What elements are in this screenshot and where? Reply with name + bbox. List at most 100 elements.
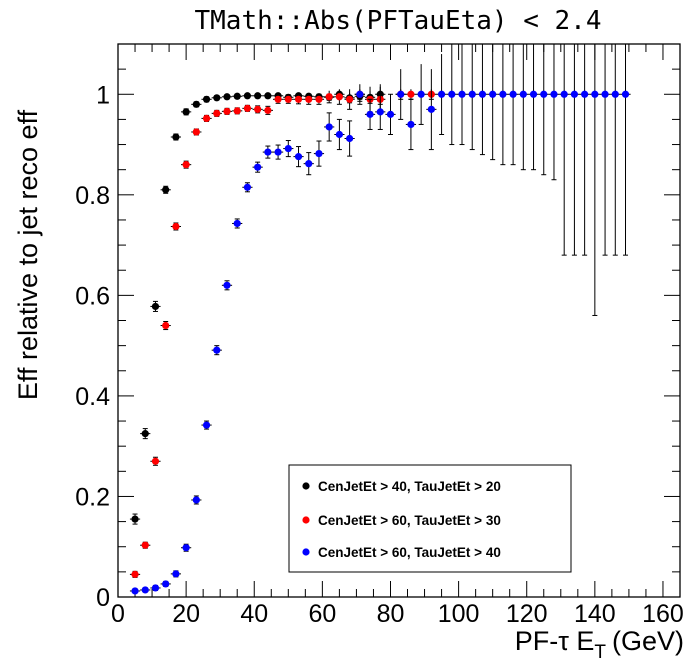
y-tick-label: 0.4 [75,383,110,411]
data-point [294,153,303,161]
data-point [182,161,190,169]
data-point [509,90,517,98]
data-point [254,92,262,100]
data-point [192,128,200,136]
data-point [254,105,262,113]
data-point [202,95,211,103]
x-axis-ticks [117,44,681,597]
data-point [489,90,497,98]
data-point [213,346,221,354]
x-tick-label: 60 [308,600,336,628]
data-point [192,496,200,504]
x-tick-label: 140 [574,600,616,628]
data-point [519,90,527,98]
data-point [540,90,548,98]
data-point [254,163,262,171]
y-tick-label: 0 [96,584,110,612]
data-point [376,108,384,116]
data-point [141,430,149,438]
x-axis-tick-labels: 0 20 40 60 80 100 120 140 160 [111,600,684,628]
data-point [223,281,231,289]
data-point [346,134,354,143]
data-point [294,95,303,103]
data-point [468,90,476,98]
legend-entry-1: CenJetEt > 60, TauJetEt > 30 [318,513,501,528]
legend: CenJetEt > 40, TauJetEt > 20 CenJetEt > … [288,464,572,573]
data-point [427,105,435,113]
x-tick-label: 160 [642,600,684,628]
x-tick-label: 80 [377,600,405,628]
y-axis-tick-labels: 0 0.2 0.4 0.6 0.8 1 [75,81,110,612]
data-point [386,110,395,118]
data-point [315,149,323,158]
data-point [621,90,630,98]
legend-entry-2: CenJetEt > 60, TauJetEt > 40 [318,545,501,560]
data-point [264,148,272,156]
data-point [335,130,343,139]
data-point [172,133,180,141]
data-point [233,219,241,228]
data-point [264,92,272,100]
legend-marker-0 [302,482,310,490]
data-point [233,92,241,100]
data-point [131,587,139,595]
data-point [202,114,211,123]
x-axis-label: PF-τ ET (GeV) [515,626,684,663]
data-point [560,90,568,98]
y-tick-label: 1 [96,81,110,109]
data-point [325,123,333,131]
data-points [129,44,631,595]
data-point [417,90,425,98]
legend-box [288,464,572,573]
data-point [335,93,343,101]
data-point [499,90,507,98]
data-point [213,94,221,102]
data-point [458,90,466,98]
legend-marker-2 [302,548,310,556]
data-point [346,95,354,103]
data-point [141,541,149,549]
data-point [162,186,170,194]
data-point [131,570,139,578]
series-0 [129,84,386,525]
data-point [274,95,282,103]
data-point [233,107,241,115]
data-point [325,93,333,101]
data-point [243,183,252,191]
data-point [407,120,415,129]
data-point [581,90,589,98]
data-point [601,90,609,98]
data-point [274,148,282,156]
x-tick-label: 120 [506,600,548,628]
x-tick-label: 0 [111,600,125,628]
data-point [529,90,538,98]
data-point [437,90,446,98]
data-point [591,90,599,98]
data-point [162,321,170,330]
data-point [172,222,180,231]
y-axis-ticks [118,43,680,598]
x-axis-label-main: PF-τ E [515,626,595,656]
x-tick-label: 20 [172,600,200,628]
x-tick-label: 40 [240,600,268,628]
y-axis-label: Eff relative to jet reco eff [13,109,43,400]
data-point [611,90,619,98]
data-point [182,108,190,116]
data-point [141,586,149,594]
data-point [151,302,160,311]
data-point [172,570,180,578]
legend-entry-0: CenJetEt > 40, TauJetEt > 20 [318,479,501,494]
data-point [315,95,323,103]
data-point [448,90,456,98]
data-point [570,90,579,98]
data-point [478,90,487,98]
x-axis-label-unit: (GeV) [612,626,684,656]
data-point [151,457,160,465]
data-point [213,109,221,117]
data-point [243,104,252,112]
y-tick-label: 0.6 [75,282,110,310]
data-point [550,90,558,98]
data-point [202,421,211,429]
